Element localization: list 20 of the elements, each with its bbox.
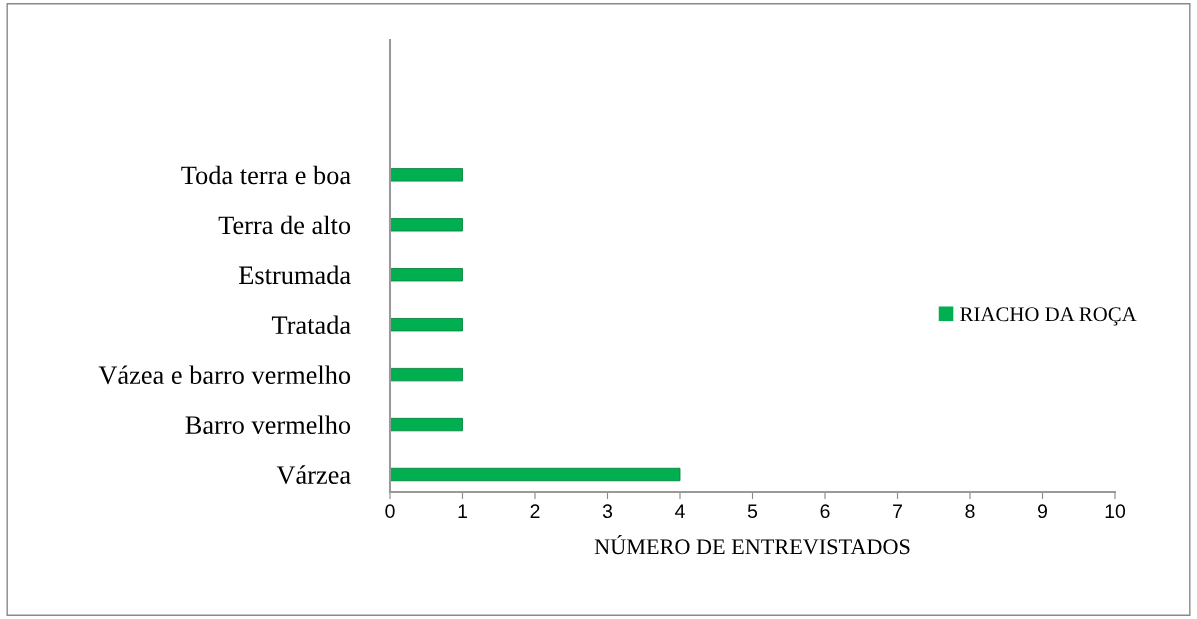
x-tick-label: 4: [675, 504, 685, 518]
y-tick-label: Toda terra e boa: [181, 165, 351, 185]
x-axis-title: NÚMERO DE ENTREVISTADOS: [594, 535, 910, 555]
x-tick-label: 3: [602, 504, 613, 519]
x-tick-label: 8: [965, 504, 975, 519]
y-tick-label: Estrumada: [239, 265, 351, 285]
x-tick-label: 5: [747, 504, 758, 519]
x-tick-label: 2: [530, 504, 540, 518]
y-tick-label: Terra de alto: [218, 215, 351, 235]
legend-label: RIACHO DA ROÇA: [960, 307, 1137, 326]
x-tick-label: 9: [1038, 504, 1047, 519]
y-tick-label: Várzea: [276, 465, 351, 485]
x-tick-label: 10: [1105, 504, 1126, 519]
y-tick-label: Tratada: [271, 315, 351, 335]
x-tick-label: 0: [385, 504, 395, 519]
y-tick-label: Barro vermelho: [185, 415, 351, 434]
x-tick-label: 7: [893, 504, 902, 518]
y-tick-label: Vázea e barro vermelho: [98, 365, 351, 385]
x-tick-label: 6: [820, 504, 830, 519]
x-tick-label: 1: [458, 504, 467, 518]
